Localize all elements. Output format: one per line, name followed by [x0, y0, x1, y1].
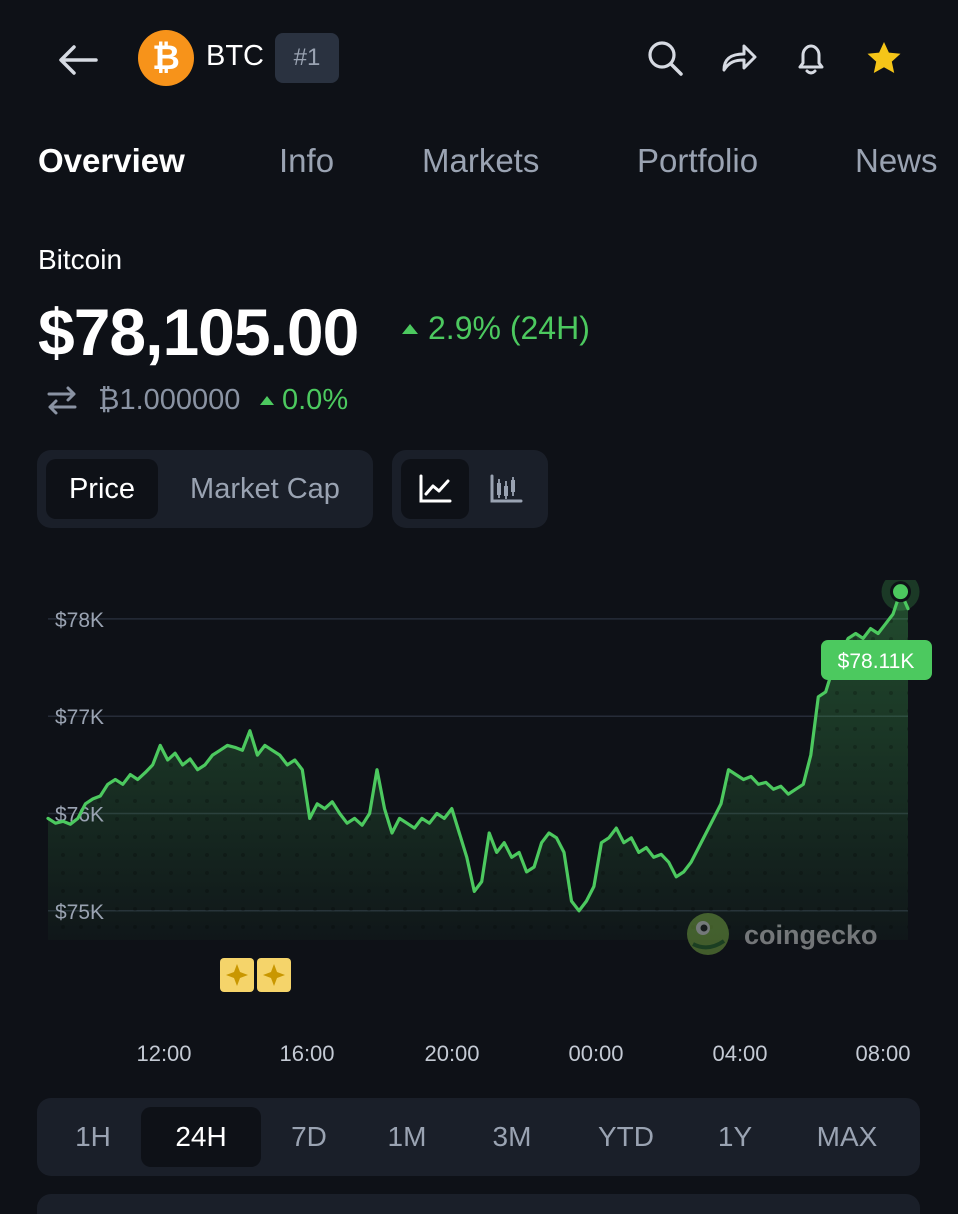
current-price-marker: [881, 580, 920, 611]
x-tick-label: 08:00: [855, 1041, 910, 1066]
back-button[interactable]: [50, 36, 106, 84]
up-triangle-icon: [260, 396, 274, 405]
search-button[interactable]: [641, 34, 689, 82]
tab-markets[interactable]: Markets: [422, 142, 540, 179]
coingecko-wordmark: coingecko: [744, 920, 878, 950]
x-tick-label: 20:00: [424, 1041, 479, 1066]
coingecko-watermark: coingecko: [687, 913, 878, 955]
range-24h[interactable]: 24H: [141, 1107, 261, 1167]
star-icon: [867, 42, 901, 73]
time-range-selector: 1H 24H 7D 1M 3M YTD 1Y MAX: [37, 1098, 920, 1176]
y-tick-label: $75K: [55, 901, 104, 924]
tab-news[interactable]: News: [855, 142, 938, 179]
current-price: $78,105.00: [38, 295, 359, 369]
range-1m[interactable]: 1M: [387, 1121, 427, 1152]
tab-portfolio[interactable]: Portfolio: [637, 142, 759, 179]
share-icon: [722, 44, 757, 72]
event-markers[interactable]: [220, 958, 291, 992]
swap-icon: [44, 382, 80, 418]
share-button[interactable]: [714, 34, 762, 82]
range-3m[interactable]: 3M: [492, 1121, 532, 1152]
price-area-texture: [48, 591, 908, 940]
tab-overview[interactable]: Overview: [38, 142, 185, 179]
price-change-24h: 2.9% (24H): [402, 310, 590, 347]
notifications-button[interactable]: [787, 34, 835, 82]
metric-toggle: Price Market Cap: [37, 450, 373, 528]
bell-icon: [798, 44, 824, 75]
price-toggle[interactable]: Price: [46, 459, 158, 519]
x-tick-label: 16:00: [279, 1041, 334, 1066]
range-max[interactable]: MAX: [816, 1121, 878, 1152]
market-cap-toggle[interactable]: Market Cap: [190, 472, 340, 505]
tab-info[interactable]: Info: [279, 142, 335, 179]
svg-text:$78.11K: $78.11K: [838, 650, 915, 673]
favorite-button[interactable]: [860, 34, 908, 82]
x-tick-label: 04:00: [712, 1041, 767, 1066]
back-arrow-icon: [59, 45, 98, 75]
price-line: [46, 590, 910, 913]
x-tick-label: 00:00: [568, 1041, 623, 1066]
candlestick-button[interactable]: [472, 459, 540, 519]
y-tick-label: $77K: [55, 706, 104, 729]
range-ytd[interactable]: YTD: [598, 1121, 654, 1152]
bottom-panel-edge: [37, 1194, 920, 1214]
rank-badge: #1: [275, 33, 339, 83]
bitcoin-logo: ₿: [138, 30, 194, 86]
candlestick-icon: [490, 474, 523, 503]
range-1h[interactable]: 1H: [75, 1121, 111, 1152]
btc-change-value: 0.0%: [282, 384, 349, 416]
coin-name: Bitcoin: [38, 244, 123, 275]
line-chart-icon: [419, 474, 452, 503]
line-chart-button[interactable]: [401, 459, 469, 519]
btc-price: ₿1.000000: [98, 384, 241, 416]
coin-symbol: BTC: [206, 40, 264, 72]
btc-change: 0.0%: [260, 384, 348, 417]
range-7d[interactable]: 7D: [291, 1121, 327, 1152]
y-tick-label: $78K: [55, 609, 104, 632]
x-tick-label: 12:00: [136, 1041, 191, 1066]
price-change-24h-value: 2.9% (24H): [428, 310, 590, 346]
range-1y[interactable]: 1Y: [717, 1121, 753, 1152]
search-icon: [648, 41, 683, 76]
current-price-label: $78.11K: [821, 640, 932, 680]
up-triangle-icon: [402, 323, 418, 334]
chart-style-toggle: [392, 450, 548, 528]
